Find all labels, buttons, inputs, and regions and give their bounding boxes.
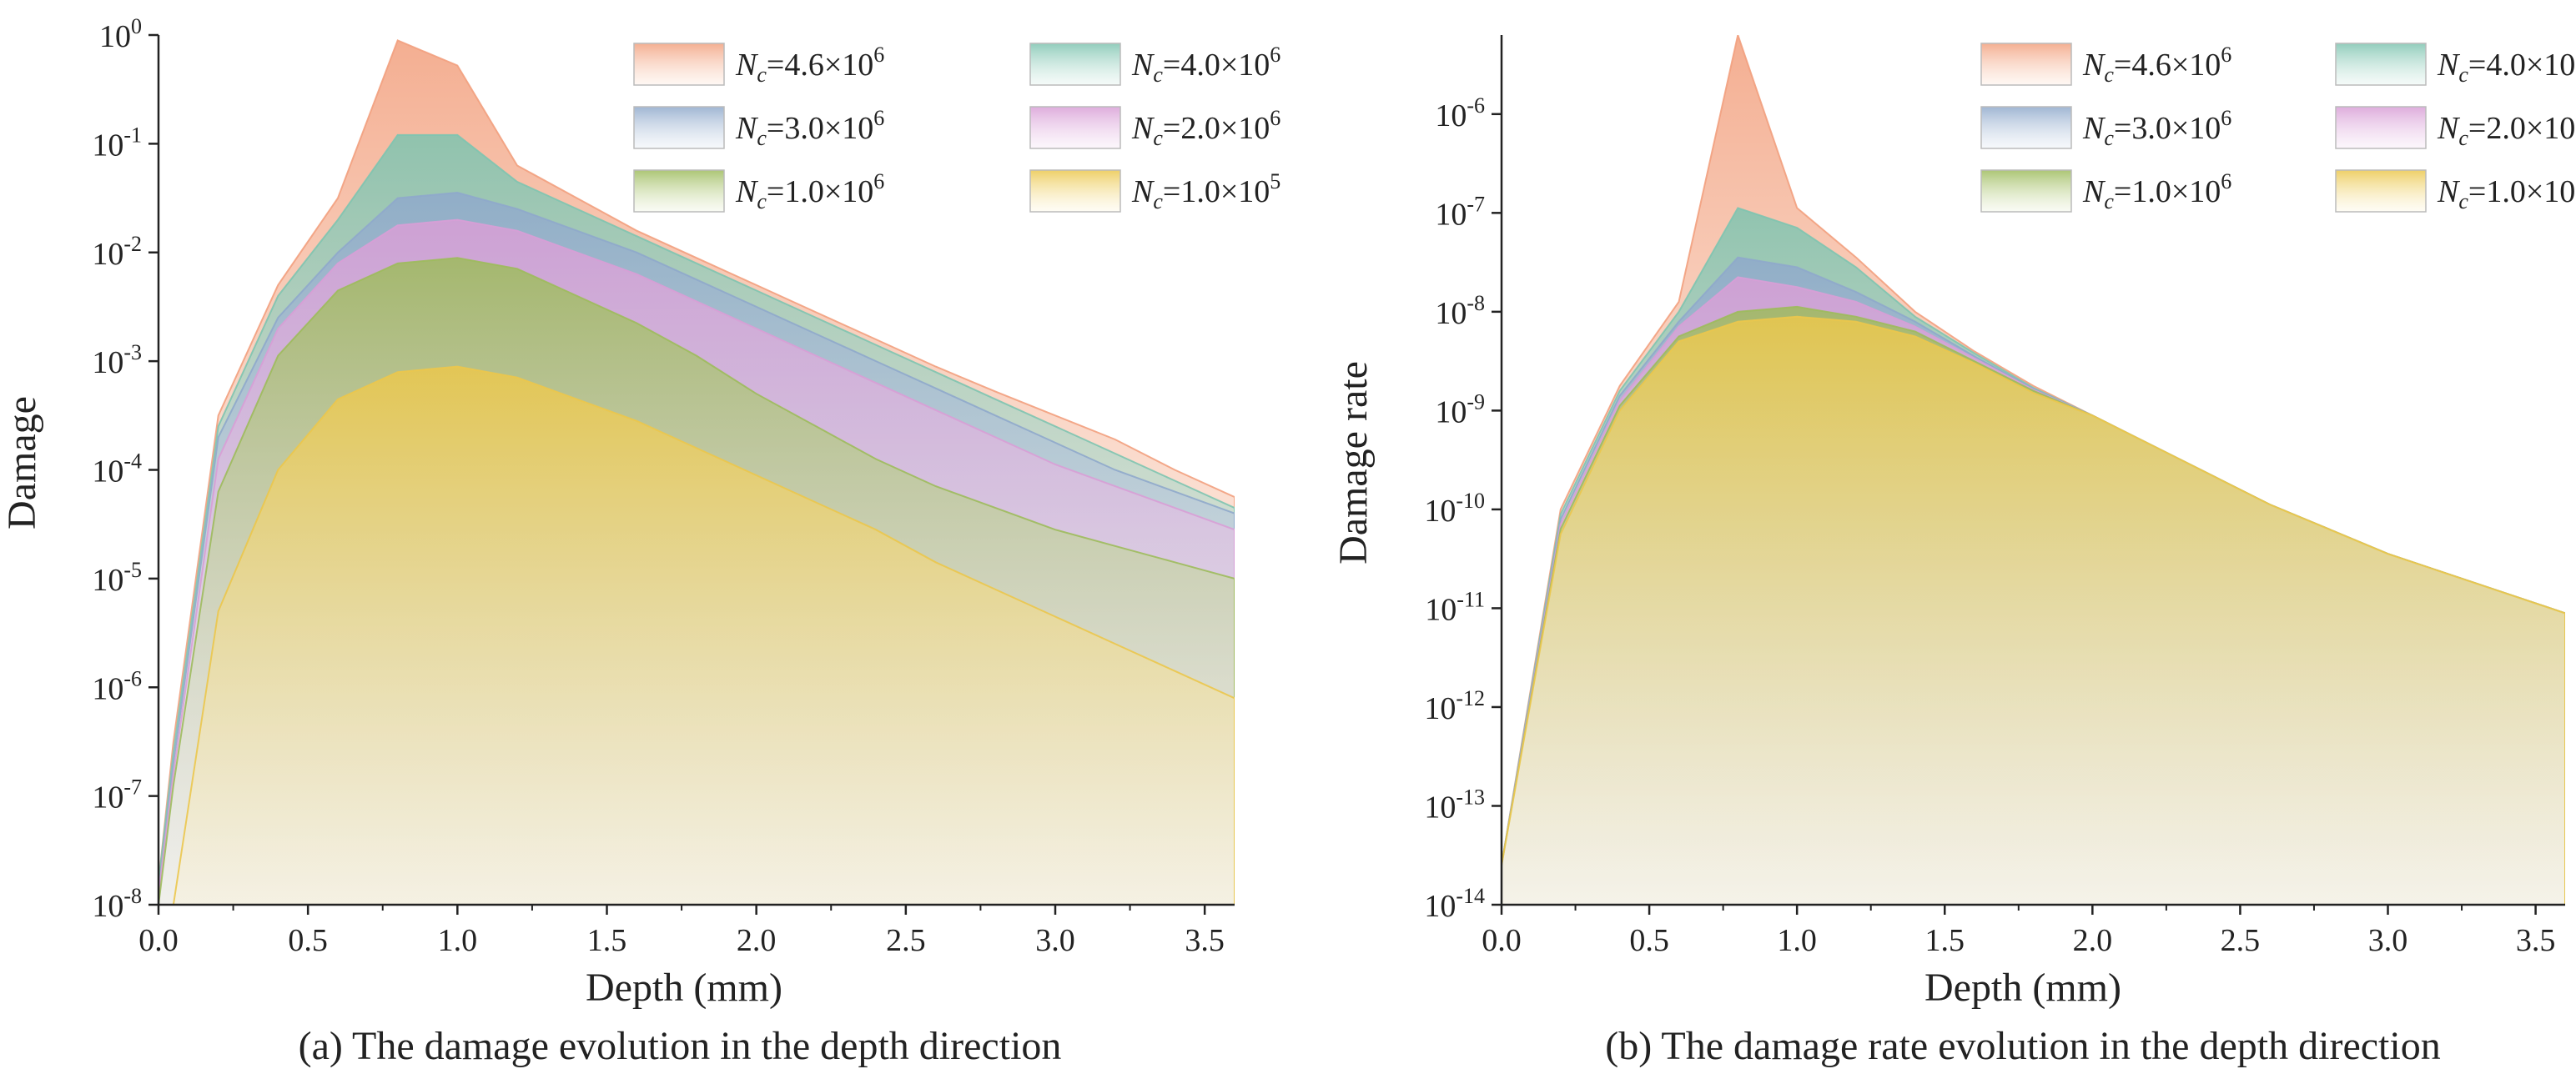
x-tick-label: 2.0 (737, 923, 777, 958)
legend-label: Nc=1.0×105 (1131, 169, 1280, 213)
y-tick-label: 10-2 (92, 232, 142, 272)
x-tick-label: 2.5 (886, 923, 926, 958)
legend-item: Nc=4.6×106 (633, 43, 884, 87)
y-tick-label: 10-5 (92, 558, 142, 598)
y-tick-label: 10-6 (1435, 93, 1485, 133)
legend-swatch (1980, 169, 2072, 213)
legend-item: Nc=1.0×105 (2335, 169, 2576, 213)
legend-swatch (2335, 169, 2427, 213)
series-area (1502, 315, 2565, 905)
legend-item: Nc=1.0×106 (633, 169, 884, 213)
caption-b: (b) The damage rate evolution in the dep… (1605, 1024, 2440, 1068)
legend-item: Nc=4.6×106 (1980, 43, 2231, 87)
x-tick-label: 3.5 (2516, 923, 2556, 958)
legend-item: Nc=4.0×106 (1029, 43, 1280, 87)
legend-item: Nc=4.0×106 (2335, 43, 2576, 87)
legend-label: Nc=3.0×106 (735, 106, 884, 150)
legend-label: Nc=2.0×106 (1131, 106, 1280, 150)
y-tick-label: 10-8 (1435, 291, 1485, 331)
y-tick-label: 10-4 (92, 449, 142, 489)
legend-swatch (1980, 106, 2072, 149)
legend-label: Nc=1.0×106 (2082, 169, 2231, 213)
y-axis-title: Damage rate (1331, 361, 1376, 565)
chart-panel-a: Damage Depth (mm) (a) The damage evoluti… (0, 14, 1280, 1068)
legend-item: Nc=3.0×106 (1980, 106, 2231, 150)
legend-swatch (1980, 43, 2072, 86)
legend-label: Nc=4.6×106 (735, 43, 884, 87)
legend-label: Nc=4.0×106 (2437, 43, 2576, 87)
x-tick-label: 0.0 (138, 923, 179, 958)
x-tick-label: 3.5 (1185, 923, 1225, 958)
x-tick-label: 1.0 (1777, 923, 1817, 958)
y-axis-title: Damage (0, 396, 44, 529)
y-tick-label: 10-7 (92, 775, 142, 815)
y-tick-label: 10-11 (1425, 587, 1485, 627)
legend-label: Nc=4.0×106 (1131, 43, 1280, 87)
legend-label: Nc=4.6×106 (2082, 43, 2231, 87)
x-tick-label: 3.0 (1035, 923, 1075, 958)
x-axis-title: Depth (mm) (1924, 966, 2121, 1010)
legend-swatch (2335, 43, 2427, 86)
x-tick-label: 1.5 (1925, 923, 1965, 958)
legend-swatch (1029, 43, 1121, 86)
legend-label: Nc=3.0×106 (2082, 106, 2231, 150)
y-tick-label: 10-9 (1435, 389, 1485, 429)
x-tick-label: 1.0 (438, 923, 478, 958)
y-tick-label: 10-12 (1424, 686, 1485, 726)
y-tick-label: 10-7 (1435, 192, 1485, 232)
legend-swatch (2335, 106, 2427, 149)
legend-swatch (633, 169, 725, 213)
x-tick-label: 0.5 (1629, 923, 1669, 958)
legend-swatch (1029, 169, 1121, 213)
y-tick-label: 10-8 (92, 884, 142, 924)
x-tick-label: 3.0 (2368, 923, 2408, 958)
x-tick-label: 2.5 (2221, 923, 2261, 958)
series-areas (1502, 35, 2565, 905)
legend-label: Nc=1.0×105 (2437, 169, 2576, 213)
caption-a: (a) The damage evolution in the depth di… (299, 1024, 1062, 1068)
y-tick-label: 10-13 (1424, 785, 1485, 825)
x-tick-label: 1.5 (587, 923, 627, 958)
x-axis-title: Depth (mm) (586, 966, 782, 1010)
y-tick-label: 10-10 (1424, 489, 1485, 529)
y-tick-label: 10-14 (1424, 884, 1485, 924)
legend-item: Nc=3.0×106 (633, 106, 884, 150)
legend-swatch (633, 43, 725, 86)
legend-item: Nc=1.0×105 (1029, 169, 1280, 213)
y-tick-label: 10-1 (92, 123, 142, 163)
legend-item: Nc=2.0×106 (2335, 106, 2576, 150)
y-tick-label: 10-3 (92, 340, 142, 380)
series-area (158, 365, 1235, 905)
legend-swatch (1029, 106, 1121, 149)
legend-item: Nc=1.0×106 (1980, 169, 2231, 213)
legend-label: Nc=1.0×106 (735, 169, 884, 213)
x-tick-label: 0.0 (1482, 923, 1522, 958)
legend: Nc=4.6×106 Nc=4.0×106 Nc=3.0×106 Nc=2.0×106… (633, 43, 1280, 213)
legend-label: Nc=2.0×106 (2437, 106, 2576, 150)
y-tick-label: 100 (99, 14, 142, 54)
x-tick-label: 0.5 (288, 923, 328, 958)
legend-swatch (633, 106, 725, 149)
series-areas (158, 39, 1235, 905)
chart-panel-b: Damage rate Depth (mm) (b) The damage ra… (1331, 35, 2576, 1068)
legend-item: Nc=2.0×106 (1029, 106, 1280, 150)
x-tick-label: 2.0 (2073, 923, 2113, 958)
legend: Nc=4.6×106 Nc=4.0×106 Nc=3.0×106 Nc=2.0×106… (1980, 43, 2576, 213)
y-tick-label: 10-6 (92, 666, 142, 706)
